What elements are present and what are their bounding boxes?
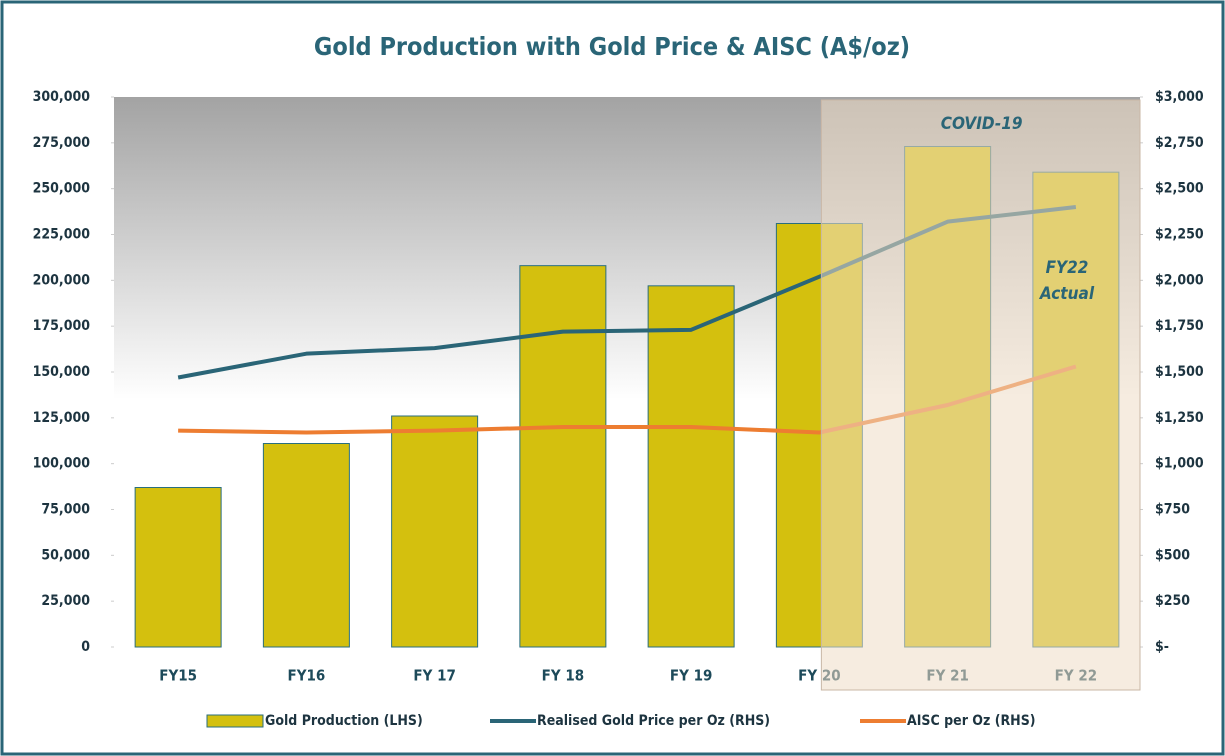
x-tick-label: FY15: [159, 667, 197, 685]
y2-tick-label: $1,750: [1155, 318, 1204, 334]
y2-tick-label: $250: [1155, 593, 1190, 609]
annotation: COVID-19: [941, 114, 1023, 134]
x-tick-label: FY 18: [542, 667, 584, 685]
y-tick-label: 300,000: [33, 89, 91, 105]
y-tick-label: 150,000: [33, 364, 91, 380]
x-tick-label: FY16: [287, 667, 325, 685]
covid-region: [820, 99, 1141, 691]
y2-tick-label: $500: [1155, 547, 1190, 563]
y2-tick-label: $2,250: [1155, 227, 1204, 243]
y-tick-label: 100,000: [33, 456, 91, 472]
y-tick-label: 175,000: [33, 318, 91, 334]
y-tick-label: 25,000: [41, 593, 90, 609]
y2-tick-label: $2,750: [1155, 135, 1204, 151]
bar: [134, 487, 222, 648]
y2-tick-label: $1,000: [1155, 456, 1204, 472]
y2-tick-label: $750: [1155, 502, 1190, 518]
bar: [647, 285, 735, 648]
y-tick-label: 250,000: [33, 181, 91, 197]
y-tick-label: 50,000: [41, 547, 90, 563]
legend-label: Gold Production (LHS): [265, 713, 423, 729]
annotation: FY22: [1046, 258, 1089, 278]
legend-swatch: [206, 714, 264, 728]
bar: [262, 443, 350, 648]
x-tick-label: FY 19: [670, 667, 712, 685]
y-tick-label: 275,000: [33, 135, 91, 151]
legend-label: AISC per Oz (RHS): [907, 713, 1036, 729]
y2-tick-label: $3,000: [1155, 89, 1204, 105]
chart-title: Gold Production with Gold Price & AISC (…: [314, 32, 910, 61]
y2-tick-label: $-: [1155, 639, 1169, 655]
bar: [519, 265, 607, 648]
y2-tick-label: $1,500: [1155, 364, 1204, 380]
annotation: Actual: [1039, 284, 1095, 304]
bar: [391, 415, 479, 648]
y-tick-label: 125,000: [33, 410, 91, 426]
y-tick-label: 75,000: [41, 502, 90, 518]
y-tick-label: 225,000: [33, 227, 91, 243]
y2-tick-label: $2,500: [1155, 181, 1204, 197]
y-tick-label: 0: [81, 639, 90, 655]
x-tick-label: FY 17: [413, 667, 455, 685]
legend-label: Realised Gold Price per Oz (RHS): [537, 713, 770, 729]
y-tick-label: 200,000: [33, 272, 91, 288]
y2-tick-label: $1,250: [1155, 410, 1204, 426]
y2-tick-label: $2,000: [1155, 272, 1204, 288]
